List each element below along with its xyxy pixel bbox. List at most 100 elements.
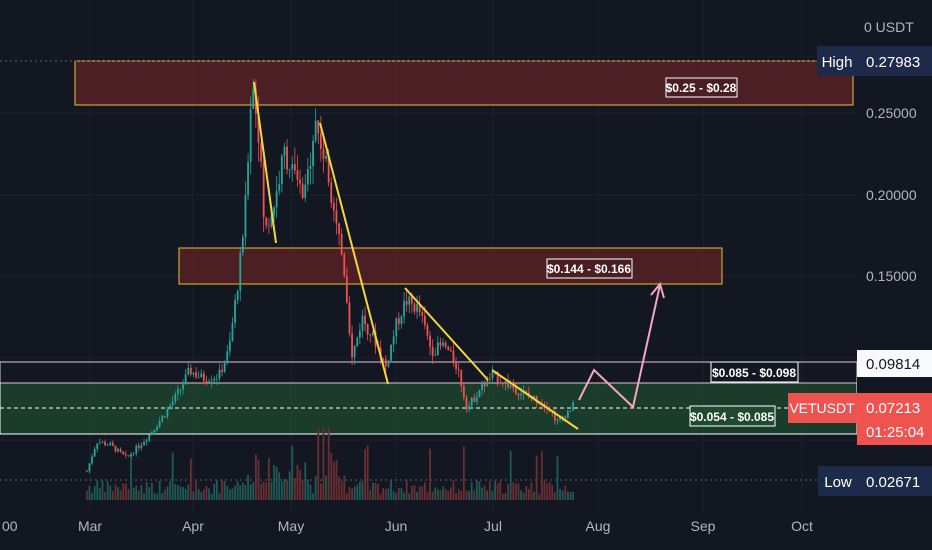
volume-bar [434,487,437,500]
candle-body [153,429,156,432]
volume-bar [449,487,452,500]
candle-body [434,354,437,356]
trendlines[interactable] [253,81,579,430]
countdown: 01:25:04 [866,424,924,441]
candle-body [239,252,242,292]
candle-body [234,300,236,323]
candle-body [429,335,431,347]
volume-bar [543,480,546,500]
candle-body [148,434,151,441]
volume-bar [93,486,96,500]
candle-body [496,371,499,383]
volume-bar [436,489,439,500]
candle-body [197,377,200,378]
volume-bar [460,490,463,500]
volume-bar [546,483,548,500]
candle-body [221,369,223,372]
volume-bar [478,481,481,500]
candle-body [163,416,166,417]
volume-bar [257,459,260,500]
trendline-2 [319,122,389,385]
volume-bar [501,493,504,500]
candle-body [91,456,93,464]
candle-body [499,382,502,384]
volume-bar [239,485,242,500]
candle-body [561,416,564,418]
volume-bar [252,482,255,500]
volume-bar [96,480,99,500]
volume-bar [273,465,275,500]
trendline-3 [404,287,489,381]
candle-body [179,389,182,391]
candle-body [470,397,473,406]
candle-body [358,330,361,338]
candle-body [566,410,569,418]
candle-body [265,217,268,226]
volume-bar [377,483,379,500]
y-tick-label: 0.15000 [866,268,917,284]
volume-bar [421,486,424,500]
candle-body [533,395,535,399]
candle-body [408,296,411,305]
volume-bar [338,476,340,500]
candle-body [176,389,179,394]
volume-bar [158,480,161,500]
candle-body [304,184,307,199]
volume-bar [236,481,239,500]
volume-bar [247,474,249,500]
x-tick-label: Jun [385,518,408,534]
candle-body [410,296,413,304]
volume-bar [462,446,465,500]
candle-body [200,373,203,378]
candle-body [296,170,299,180]
candle-body [423,315,426,326]
candle-body [156,426,158,430]
candle-body [348,302,351,334]
volume-bar [174,484,177,500]
volume-bar [395,493,398,500]
volume-bar [566,491,569,500]
candle-body [109,442,112,446]
volume-bar [270,482,273,500]
time-axis[interactable] [0,512,932,550]
volume-bar [340,481,343,500]
candle-body [104,441,106,446]
volume-bar [278,472,281,500]
candle-body [501,382,504,385]
projection-arrow[interactable] [578,281,665,409]
volume-bar [312,493,314,500]
volume-bar [369,490,372,500]
candle-body [244,195,247,238]
zone-label-level-text: $0.085 - $0.098 [712,366,796,380]
volume-bar [561,490,564,500]
candle-body [101,441,104,443]
current-symbol: VETUSDT [789,400,855,416]
candle-body [166,409,169,417]
candle-body [387,360,390,367]
candle-body [556,419,559,421]
high-tag-value: 0.27983 [866,54,920,71]
candle-body [457,368,460,371]
volume-bar [262,481,265,500]
volume-bar [390,480,392,500]
zone-label-level: $0.085 - $0.098 [710,361,799,383]
volume-bar [111,490,114,500]
volume-bar [148,487,151,500]
candle-body [392,336,395,345]
volume-bar [520,490,522,500]
candle-body [322,148,325,159]
candle-body [356,337,359,347]
volume-bar [182,486,184,500]
candle-body [228,340,231,352]
price-axis-unit: 0 USDT [864,19,914,35]
candle-body [366,324,369,335]
resistance-zone-mid[interactable] [178,247,723,285]
candle-body [351,333,353,358]
candle-body [405,300,408,305]
volume-bar [533,491,535,500]
x-tick-label: Aug [586,518,611,534]
volume-bar [361,481,364,500]
volume-bar [101,480,104,500]
candle-body [306,169,309,185]
